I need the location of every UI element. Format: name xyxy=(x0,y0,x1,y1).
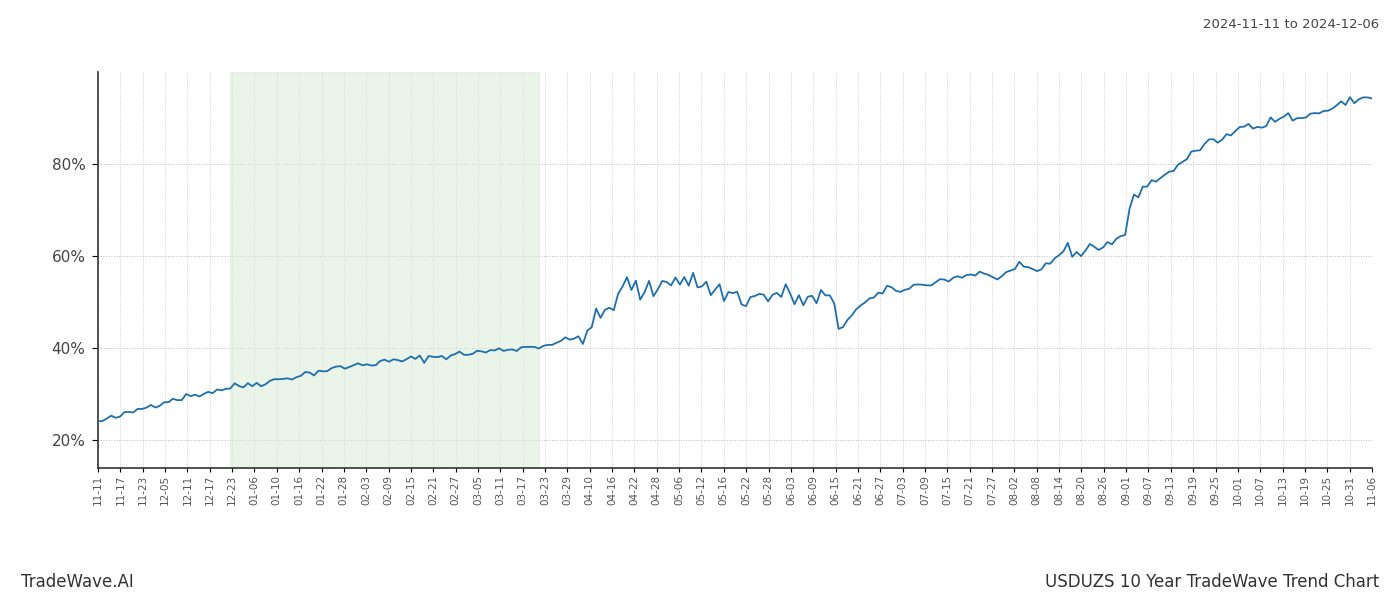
Text: TradeWave.AI: TradeWave.AI xyxy=(21,573,134,591)
Text: USDUZS 10 Year TradeWave Trend Chart: USDUZS 10 Year TradeWave Trend Chart xyxy=(1044,573,1379,591)
Text: 2024-11-11 to 2024-12-06: 2024-11-11 to 2024-12-06 xyxy=(1203,18,1379,31)
Bar xyxy=(230,72,539,468)
